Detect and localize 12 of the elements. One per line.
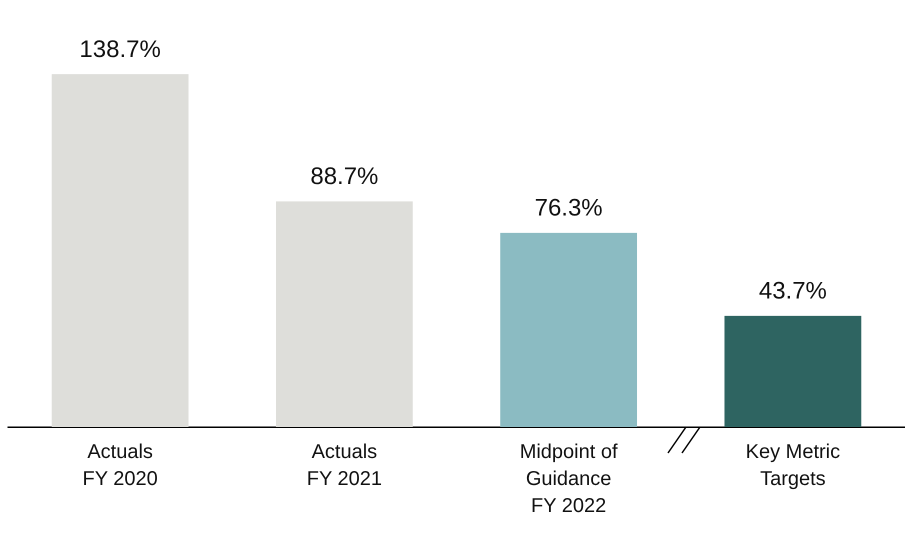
data-label: 88.7% [310,162,378,190]
data-label: 43.7% [758,277,827,304]
bar [276,201,413,427]
data-label: 138.7% [79,36,161,63]
bar [52,74,189,427]
bar [724,316,862,427]
x-tick-label: Key Metric Targets [746,441,840,490]
data-label: 76.3% [534,194,603,222]
x-tick-label: Actuals FY 2021 [306,441,382,490]
x-tick-label: Actuals FY 2020 [82,441,158,490]
x-tick-label: Midpoint of Guidance FY 2022 [520,441,618,518]
bar [500,232,638,427]
